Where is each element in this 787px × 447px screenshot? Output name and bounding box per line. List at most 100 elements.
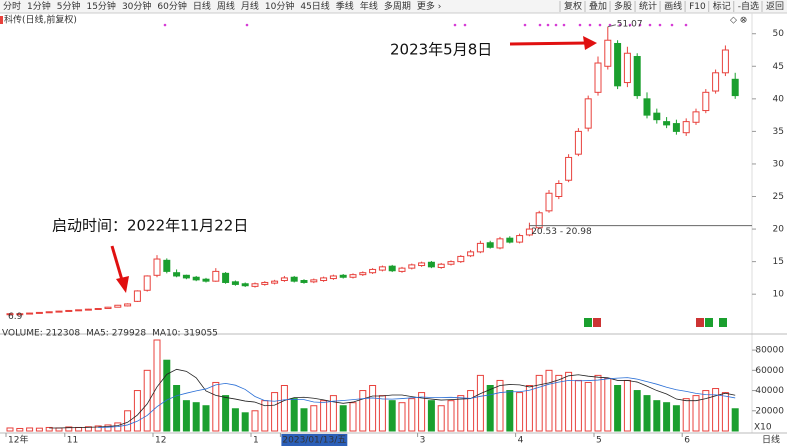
candle-body bbox=[378, 266, 386, 271]
volume-bar bbox=[55, 427, 63, 432]
volume-bar bbox=[565, 371, 573, 432]
toolbar-button[interactable]: -自选 bbox=[738, 0, 759, 12]
candle-body bbox=[65, 309, 73, 312]
candle-body bbox=[731, 78, 739, 97]
candle-body bbox=[290, 276, 298, 282]
volume-ma-line bbox=[49, 368, 736, 429]
volume-bar bbox=[692, 395, 700, 432]
candle-body bbox=[525, 228, 533, 236]
volume-bar bbox=[6, 427, 14, 432]
tab[interactable]: 5分钟 bbox=[57, 0, 81, 12]
candle-body bbox=[222, 272, 230, 283]
candle-body bbox=[496, 238, 504, 249]
tab[interactable]: 月线 bbox=[241, 0, 259, 12]
tab[interactable]: 分时 bbox=[3, 0, 21, 12]
legend-value: 279928 bbox=[112, 329, 147, 339]
volume-bar bbox=[525, 385, 533, 432]
volume-bar bbox=[447, 400, 455, 432]
volume-bar bbox=[349, 402, 357, 432]
x-cursor-label-bg bbox=[281, 434, 348, 446]
tab[interactable]: 10分钟 bbox=[265, 0, 294, 12]
volume-bar bbox=[94, 425, 102, 432]
y-tick-label: 10 bbox=[773, 290, 785, 300]
candle-body bbox=[565, 156, 573, 181]
candle-body bbox=[476, 242, 484, 253]
toolbar-button[interactable]: 多股 bbox=[614, 0, 632, 12]
candle-body bbox=[349, 274, 357, 278]
icon[interactable]: ◇ ⊗ bbox=[730, 16, 747, 26]
tab[interactable]: 15分钟 bbox=[86, 0, 115, 12]
volume-bar bbox=[369, 385, 377, 432]
toolbar-button[interactable]: 叠加 bbox=[589, 1, 607, 12]
volume-bar bbox=[192, 402, 200, 432]
volume-bar bbox=[672, 405, 680, 432]
volume-bar bbox=[594, 374, 602, 432]
volume-bar bbox=[143, 369, 151, 432]
candle-body bbox=[418, 262, 426, 267]
y2-tick-label: 80000 bbox=[755, 346, 784, 356]
candle-body bbox=[143, 275, 151, 291]
candle-body bbox=[182, 274, 190, 279]
candle-body bbox=[682, 121, 690, 134]
tab[interactable]: 年线 bbox=[360, 0, 378, 12]
toolbar-button[interactable]: 返回 bbox=[766, 0, 784, 12]
y2-tick-label: 40000 bbox=[755, 386, 784, 396]
toolbar-button[interactable]: 标记 bbox=[713, 0, 731, 12]
scale-label: X10 bbox=[754, 423, 772, 433]
candle-body bbox=[584, 98, 592, 129]
volume-bar bbox=[702, 390, 710, 432]
y-tick-label: 25 bbox=[773, 192, 784, 202]
candle-body bbox=[555, 182, 563, 198]
volume-bar bbox=[300, 408, 308, 432]
candle-body bbox=[437, 263, 445, 268]
toolbar-button[interactable]: 复权 bbox=[564, 0, 582, 12]
volume-bar bbox=[310, 405, 318, 432]
y-tick-label: 35 bbox=[773, 127, 784, 137]
candle-body bbox=[114, 304, 122, 308]
volume-bar bbox=[584, 381, 592, 432]
candle-body bbox=[310, 279, 318, 283]
toolbar-button[interactable]: 统计 bbox=[639, 0, 657, 12]
tab[interactable]: 周线 bbox=[217, 0, 235, 12]
volume-bar bbox=[731, 408, 739, 432]
legend-label: MA5: bbox=[86, 329, 109, 339]
tab[interactable]: 60分钟 bbox=[157, 0, 186, 12]
tab[interactable]: 季线 bbox=[336, 0, 354, 12]
candle-body bbox=[408, 264, 416, 269]
volume-bar bbox=[614, 385, 622, 432]
tab[interactable]: 更多 › bbox=[417, 0, 441, 12]
title-marker bbox=[0, 16, 3, 24]
legend-value: 212308 bbox=[46, 329, 81, 339]
volume-bar bbox=[408, 398, 416, 432]
candle-body bbox=[457, 255, 465, 263]
volume-bar bbox=[359, 390, 367, 432]
volume-bar bbox=[290, 398, 298, 432]
tab[interactable]: 30分钟 bbox=[122, 0, 151, 12]
leader bbox=[607, 24, 616, 28]
x-tick-label: 12年 bbox=[8, 434, 28, 446]
volume-bar bbox=[26, 427, 34, 432]
tab[interactable]: 日线 bbox=[193, 0, 211, 12]
volume-bar bbox=[231, 408, 239, 432]
tab[interactable]: 45日线 bbox=[300, 0, 329, 12]
candle-body bbox=[663, 121, 671, 126]
legend-label: VOLUME: bbox=[2, 329, 43, 339]
candle-body bbox=[94, 308, 102, 311]
volume-bar bbox=[467, 390, 475, 432]
volume-bar bbox=[251, 410, 259, 432]
candle-body bbox=[643, 98, 651, 116]
tab[interactable]: 1分钟 bbox=[27, 0, 51, 12]
volume-bar bbox=[643, 395, 651, 432]
x-tick-label: 11 bbox=[67, 436, 78, 446]
toolbar-button[interactable]: 画线 bbox=[664, 0, 682, 12]
tab[interactable]: 多周期 bbox=[384, 0, 411, 12]
candle-body bbox=[192, 276, 200, 281]
volume-bar bbox=[545, 369, 553, 432]
toolbar-button[interactable]: F10 bbox=[689, 2, 706, 12]
candle-body bbox=[271, 280, 279, 284]
volume-bar bbox=[516, 392, 524, 432]
candle-body bbox=[633, 56, 641, 97]
candle-body bbox=[516, 235, 524, 243]
y-tick-label: 30 bbox=[773, 159, 785, 169]
